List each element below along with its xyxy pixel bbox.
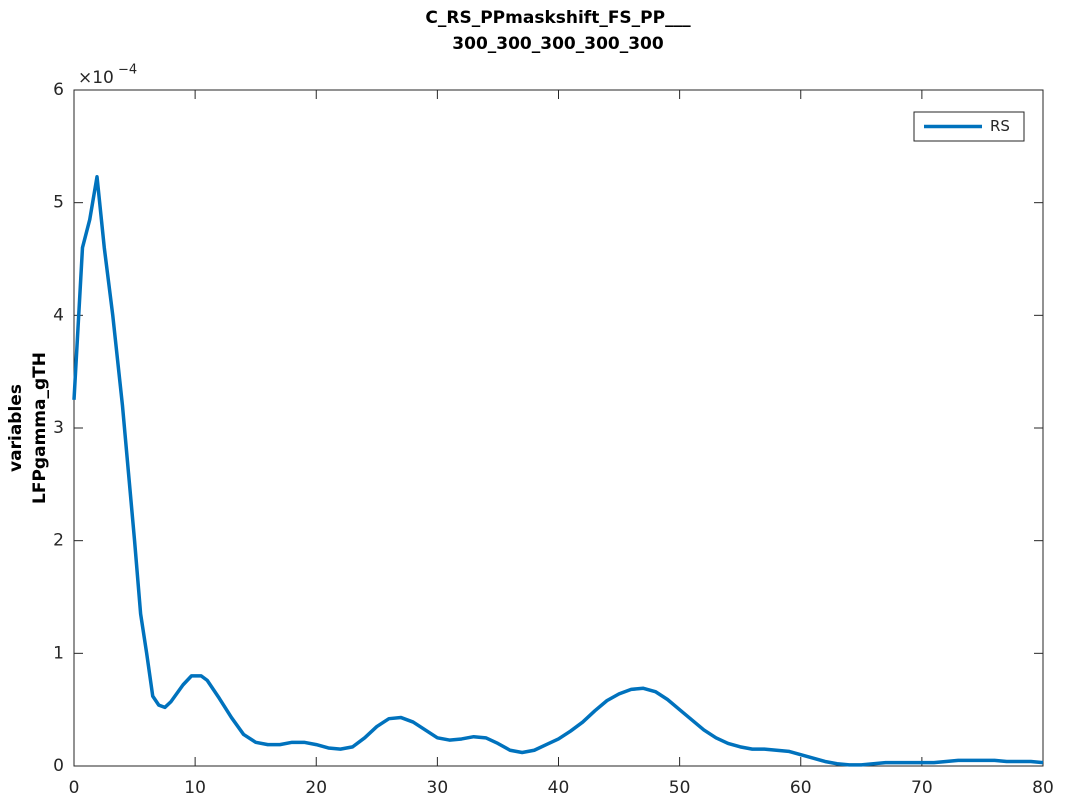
y-tick-label: 3 <box>53 418 64 438</box>
y-axis-label: variables <box>6 384 26 472</box>
x-tick-label: 60 <box>790 778 812 798</box>
x-tick-label: 80 <box>1032 778 1054 798</box>
x-tick-label: 0 <box>69 778 80 798</box>
x-tick-label: 30 <box>427 778 449 798</box>
y-tick-label: 4 <box>53 305 64 325</box>
legend-label: RS <box>990 117 1010 135</box>
data-line <box>72 175 1044 767</box>
y-tick-label: 2 <box>53 531 64 551</box>
y-tick-label: 5 <box>53 193 64 213</box>
y-tick-label: 6 <box>53 80 64 100</box>
y-axis-label: LFPgamma_gTH <box>30 352 50 504</box>
x-tick-label: 20 <box>305 778 327 798</box>
y-multiplier-exponent: −4 <box>118 63 137 78</box>
y-tick-label: 0 <box>53 756 64 776</box>
x-tick-label: 50 <box>669 778 691 798</box>
chart-title: 300_300_300_300_300 <box>452 34 664 54</box>
x-tick-label: 10 <box>184 778 206 798</box>
y-tick-label: 1 <box>53 643 64 663</box>
x-tick-label: 40 <box>548 778 570 798</box>
x-tick-label: 70 <box>911 778 933 798</box>
chart-title: C_RS_PPmaskshift_FS_PP___ <box>425 8 691 28</box>
y-multiplier: ×10 <box>78 68 114 88</box>
